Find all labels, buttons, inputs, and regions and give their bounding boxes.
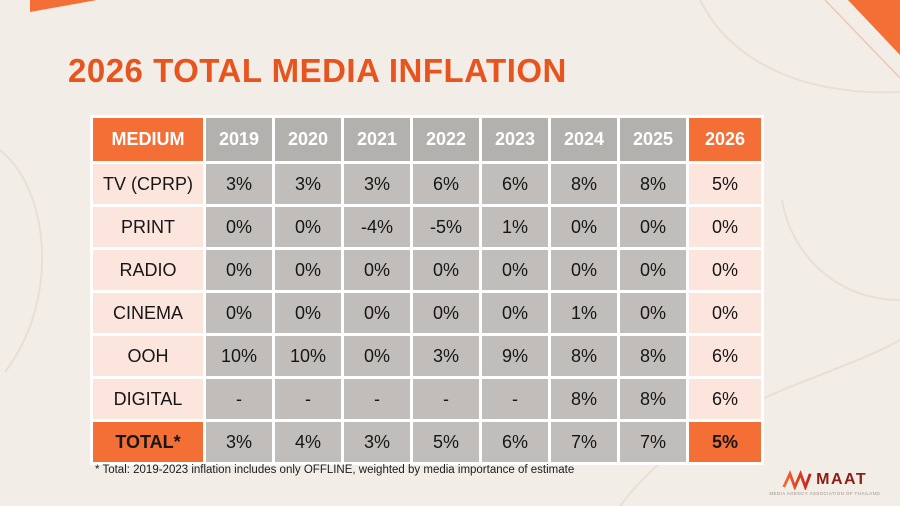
column-header-2024: 2024 [551,118,617,161]
logo-caption: MEDIA AGENCY ASSOCIATION OF THAILAND [769,491,880,496]
cell-value: 8% [620,336,686,376]
logo-text: MAAT [816,471,868,488]
maat-logo-row: MAAT [782,470,867,490]
cell-value: 10% [206,336,272,376]
cell-value: 6% [482,422,548,462]
cell-value: 0% [206,207,272,247]
cell-value: 8% [551,164,617,204]
cell-value: 1% [482,207,548,247]
cell-value: 8% [620,164,686,204]
cell-value: 0% [689,250,761,290]
cell-value: 10% [275,336,341,376]
cell-value: - [413,379,479,419]
cell-value: 0% [275,207,341,247]
cell-value: 0% [620,250,686,290]
cell-value: 0% [482,250,548,290]
row-label: RADIO [93,250,203,290]
cell-value: 0% [482,293,548,333]
row-label: TOTAL* [93,422,203,462]
cell-value: 0% [620,293,686,333]
cell-value: 5% [689,164,761,204]
cell-value: 6% [413,164,479,204]
header-row: MEDIUM 2019 2020 2021 2022 2023 2024 2025 2026 [93,118,761,161]
cell-value: 5% [689,422,761,462]
column-header-medium: MEDIUM [93,118,203,161]
table-row: PRINT 0% 0% -4% -5% 1% 0% 0% 0% [93,207,761,247]
table-row: TV (CPRP) 3% 3% 3% 6% 6% 8% 8% 5% [93,164,761,204]
cell-value: 0% [344,250,410,290]
row-label: OOH [93,336,203,376]
row-label: PRINT [93,207,203,247]
column-header-2022: 2022 [413,118,479,161]
cell-value: 6% [482,164,548,204]
cell-value: 3% [206,422,272,462]
cell-value: 3% [344,164,410,204]
table-body: TV (CPRP) 3% 3% 3% 6% 6% 8% 8% 5% PRINT 0% 0% -4% -5%… [93,164,761,462]
cell-value: -4% [344,207,410,247]
cell-value: 0% [551,207,617,247]
cell-value: 0% [689,207,761,247]
column-header-2026: 2026 [689,118,761,161]
cell-value: 3% [275,164,341,204]
row-label: TV (CPRP) [93,164,203,204]
corner-triangle-top-left-decoration [30,0,97,12]
cell-value: 7% [551,422,617,462]
cell-value: 0% [344,336,410,376]
column-header-2019: 2019 [206,118,272,161]
corner-triangle-top-right-decoration [848,0,900,55]
cell-value: 1% [551,293,617,333]
cell-value: 3% [413,336,479,376]
inflation-table: MEDIUM 2019 2020 2021 2022 2023 2024 2025 2026 T… [90,115,764,465]
cell-value: 8% [620,379,686,419]
maat-logo: MAAT MEDIA AGENCY ASSOCIATION OF THAILAN… [769,470,880,496]
cell-value: - [206,379,272,419]
cell-value: 6% [689,336,761,376]
cell-value: 6% [689,379,761,419]
cell-value: - [344,379,410,419]
cell-value: 7% [620,422,686,462]
cell-value: 0% [620,207,686,247]
table-row: OOH 10% 10% 0% 3% 9% 8% 8% 6% [93,336,761,376]
maat-m-icon [782,470,812,490]
cell-value: 0% [275,293,341,333]
cell-value: 0% [206,293,272,333]
column-header-2020: 2020 [275,118,341,161]
cell-value: 0% [689,293,761,333]
cell-value: -5% [413,207,479,247]
cell-value: 4% [275,422,341,462]
table-row: DIGITAL - - - - -8% 8% 6% [93,379,761,419]
row-label: CINEMA [93,293,203,333]
cell-value: 5% [413,422,479,462]
table-row: RADIO 0% 0% 0% 0% 0% 0% 0% 0% [93,250,761,290]
table-header: MEDIUM 2019 2020 2021 2022 2023 2024 2025 2026 [93,118,761,161]
cell-value: 3% [206,164,272,204]
column-header-2021: 2021 [344,118,410,161]
slide-title: 2026 TOTAL MEDIA INFLATION [68,52,567,89]
corner-accent-line-decoration [824,0,900,79]
cell-value: 3% [344,422,410,462]
cell-value: 0% [275,250,341,290]
row-label: DIGITAL [93,379,203,419]
cell-value: 8% [551,336,617,376]
column-header-2023: 2023 [482,118,548,161]
table-row: TOTAL* 3% 4% 3% 5% 6% 7% 7% 5% [93,422,761,462]
column-header-2025: 2025 [620,118,686,161]
cell-value: 0% [344,293,410,333]
cell-value: - [275,379,341,419]
cell-value: 0% [551,250,617,290]
cell-value: 0% [413,250,479,290]
table-row: CINEMA 0% 0% 0% 0% 0% 1% 0% 0% [93,293,761,333]
cell-value: 9% [482,336,548,376]
footnote: * Total: 2019-2023 inflation includes on… [95,464,575,476]
cell-value: 0% [413,293,479,333]
cell-value: - [482,379,548,419]
cell-value: 0% [206,250,272,290]
cell-value: 8% [551,379,617,419]
